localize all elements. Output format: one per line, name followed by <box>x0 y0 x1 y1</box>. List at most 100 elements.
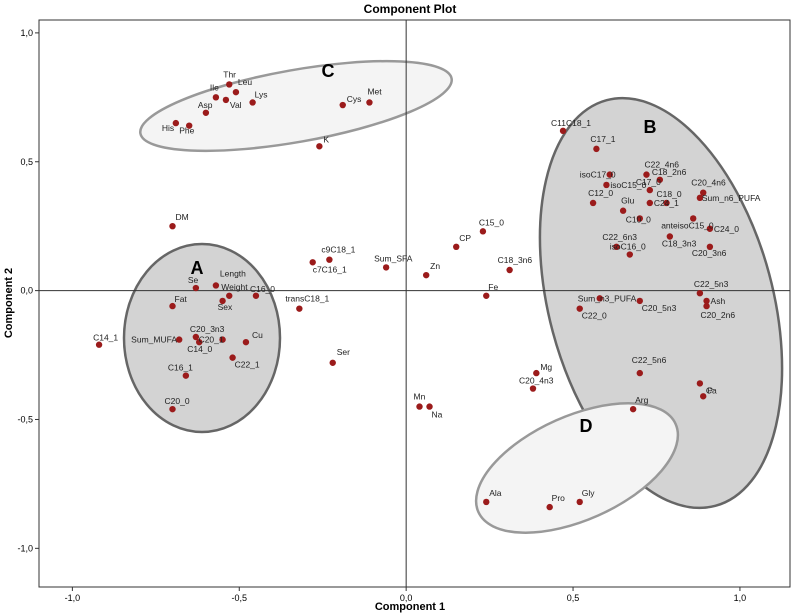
data-point <box>533 369 540 377</box>
data-point <box>559 127 567 135</box>
x-axis-label: Component 1 <box>375 601 445 613</box>
data-point <box>169 222 176 230</box>
data-point-label: C22_4n6 <box>644 160 679 170</box>
data-point-label: Glu <box>621 196 635 206</box>
data-point-label: Sum_n6_PUFA <box>702 193 761 203</box>
data-point <box>589 199 597 207</box>
data-point <box>366 99 373 106</box>
data-point-label: Sum_n3_PUFA <box>578 293 637 303</box>
data-point-label: Sum_SFA <box>374 253 413 263</box>
data-point-label: Ile <box>210 82 219 92</box>
data-point-label: C22_6n3 <box>602 232 637 242</box>
y-tick-label: 0,0 <box>20 286 33 296</box>
data-point <box>663 199 670 207</box>
data-point-label: c7C16_1 <box>313 264 347 274</box>
data-point <box>629 405 637 413</box>
data-point <box>316 143 323 150</box>
data-point-label: Na <box>432 410 443 420</box>
data-point <box>613 243 620 250</box>
data-point <box>700 189 707 196</box>
data-point-label: Leu <box>238 77 252 87</box>
data-point <box>232 88 240 96</box>
data-point <box>606 171 613 178</box>
data-point <box>229 354 236 361</box>
data-point <box>703 302 710 310</box>
data-point <box>249 99 256 106</box>
data-point <box>329 359 336 366</box>
data-point-label: Val <box>230 100 242 110</box>
data-point <box>202 109 210 116</box>
cluster-group: A B C D <box>122 59 784 534</box>
data-point-label: Se <box>188 275 199 285</box>
data-point-label: C17_1 <box>590 134 615 144</box>
data-point-label: C16_0 <box>250 284 275 294</box>
data-point-label: C24_1 <box>654 198 679 208</box>
data-point-label: C15_0 <box>479 217 504 227</box>
data-point <box>169 302 176 310</box>
data-point-label: C18_3n6 <box>498 255 533 265</box>
data-point-label: Cys <box>347 94 362 104</box>
data-point <box>426 403 433 410</box>
data-point <box>196 338 203 346</box>
data-point-label: C14_0 <box>187 344 212 354</box>
data-point-label: Ca <box>706 385 717 395</box>
data-point <box>212 94 220 101</box>
data-point <box>546 503 553 511</box>
data-point <box>696 194 704 202</box>
y-tick-label: 0,5 <box>20 157 33 167</box>
data-point <box>453 243 460 250</box>
x-tick-label: -0,5 <box>232 593 248 603</box>
data-point <box>169 405 176 413</box>
data-point <box>252 292 260 299</box>
data-point-label: c9C18_1 <box>321 245 355 255</box>
data-point-label: C22_5n6 <box>632 355 667 365</box>
y-tick-label: -0,5 <box>17 414 33 424</box>
x-tick-label: -1,0 <box>65 593 81 603</box>
data-point-label: C20_2n6 <box>701 310 736 320</box>
data-point-label: Phe <box>179 126 194 136</box>
data-point-label: isoC17_0 <box>580 170 616 180</box>
data-point-label: Ash <box>711 296 726 306</box>
data-point <box>326 256 333 263</box>
data-point-label: C18_0 <box>657 189 682 199</box>
data-point-label: Fe <box>488 282 498 292</box>
data-point-label: Arg <box>635 395 649 405</box>
data-point <box>576 305 583 312</box>
data-point-label: His <box>162 123 174 133</box>
data-point-label: C22_5n3 <box>694 279 729 289</box>
data-point <box>192 284 200 292</box>
data-point-label: C18_3n3 <box>662 238 697 248</box>
data-point-label: Weight <box>221 282 248 292</box>
data-point-label: Pro <box>552 493 566 503</box>
data-point-label: Sex <box>218 302 233 312</box>
cluster-D-label: D <box>580 416 593 436</box>
data-point-label: K <box>323 134 329 144</box>
data-point-label: Length <box>220 268 246 278</box>
x-tick-label: 0,5 <box>567 593 580 603</box>
data-point <box>483 498 490 506</box>
data-point <box>175 336 183 343</box>
data-point <box>339 101 346 109</box>
data-point <box>656 176 664 183</box>
data-point <box>666 233 674 240</box>
data-point <box>382 264 390 271</box>
data-point-label: P <box>707 385 713 395</box>
data-point-label: DM <box>176 212 189 222</box>
data-point-label: C20_4n6 <box>691 178 726 188</box>
x-axis-ticks: -1,0 -0,5 0,0 0,5 1,0 <box>65 587 746 603</box>
data-point <box>483 292 490 299</box>
data-point-label: C24_0 <box>714 224 739 234</box>
data-point <box>506 266 513 274</box>
data-point-label: C14_1 <box>93 333 118 343</box>
data-point-label: Mg <box>540 362 552 372</box>
data-point <box>212 282 220 289</box>
data-point-label: Ala <box>489 488 502 498</box>
data-point <box>636 369 643 377</box>
data-point <box>309 259 316 266</box>
data-point <box>416 403 423 410</box>
data-point-label: isoC15_0 <box>610 180 646 190</box>
data-point <box>219 336 226 343</box>
data-point-label: CP <box>459 233 471 243</box>
